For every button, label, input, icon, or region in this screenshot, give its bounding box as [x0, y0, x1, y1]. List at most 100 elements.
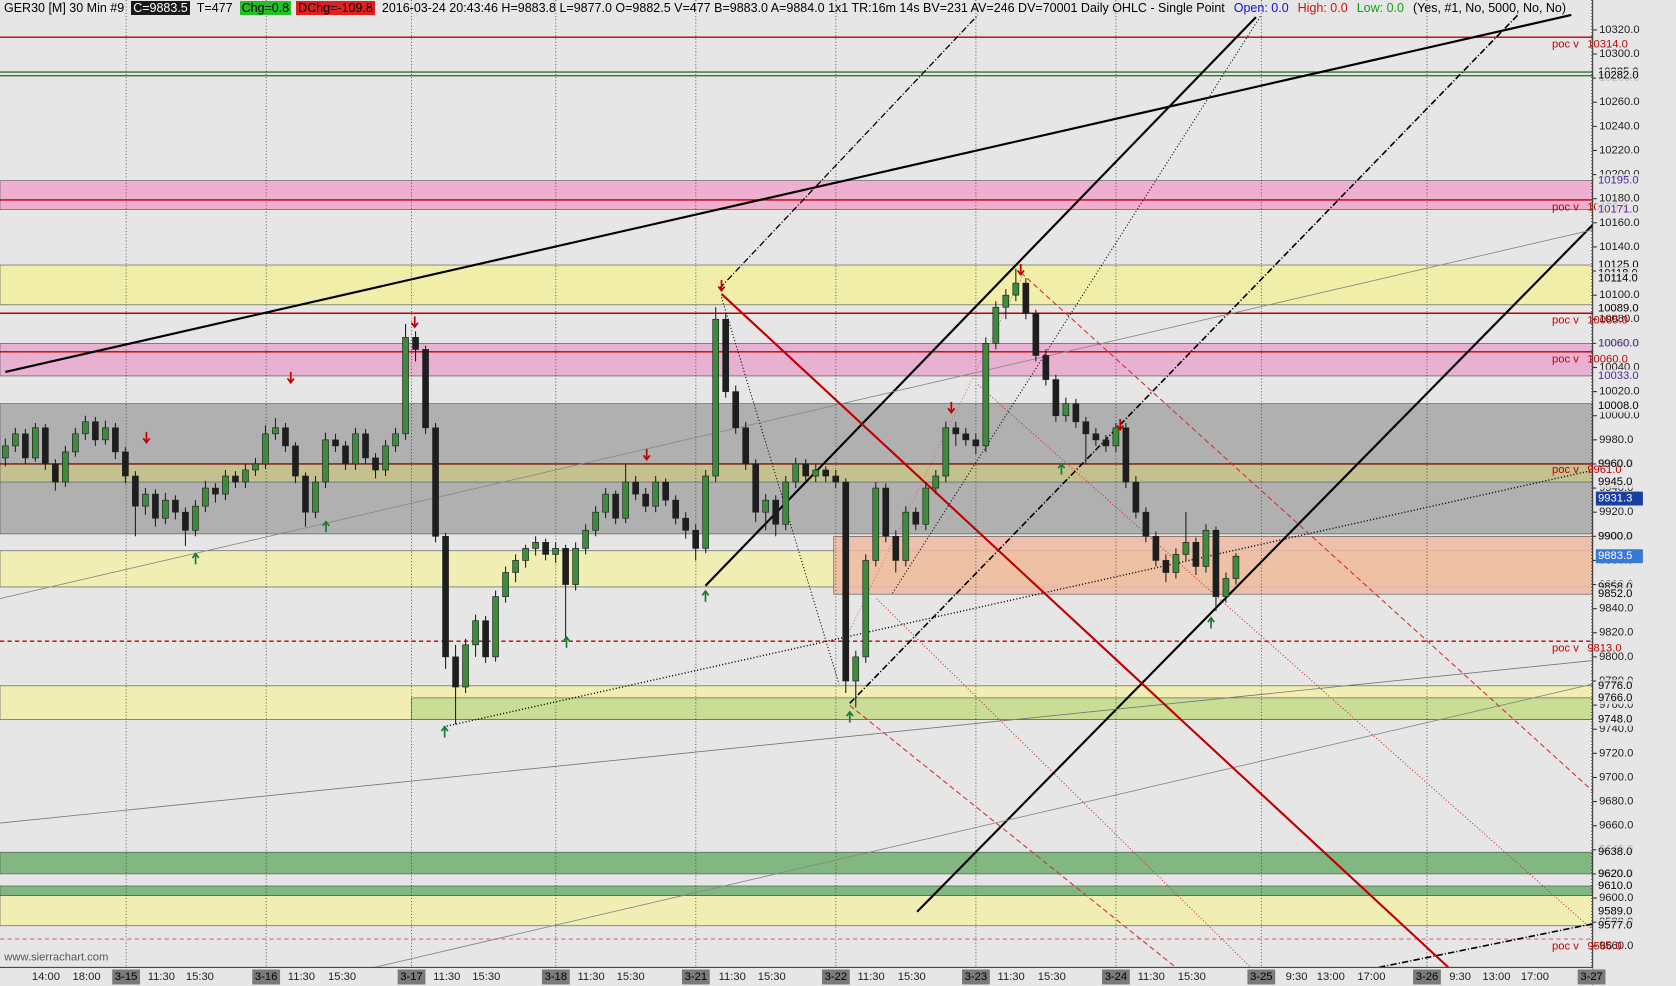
x-tick-label: 3-18	[545, 971, 567, 983]
candle-body	[572, 548, 579, 585]
candle-body	[432, 427, 439, 537]
header-field: DChg=-109.8	[296, 1, 375, 15]
price-label: 9748.0	[1598, 714, 1632, 726]
header-field: C=9883.5	[131, 1, 190, 15]
day-label-box	[1577, 969, 1606, 985]
day-label-box	[1247, 969, 1276, 985]
signal-arrow	[642, 448, 651, 462]
candle-body	[942, 427, 950, 477]
header-field: T=477	[196, 1, 233, 15]
trend-line	[0, 660, 1593, 824]
y-tick-label: 10320.0	[1599, 24, 1640, 36]
price-label-box	[1595, 679, 1643, 693]
candle-body	[232, 475, 239, 483]
x-tick-label: 3-22	[825, 971, 847, 983]
candle-body	[542, 542, 549, 555]
price-label: 10008.0	[1598, 400, 1639, 412]
x-tick-label: 9:30	[1449, 971, 1471, 983]
candle-body	[2, 445, 9, 459]
signal-arrow	[1207, 616, 1215, 629]
poc-prefix: poc v	[1552, 39, 1579, 51]
candle-body	[772, 499, 780, 525]
price-label: 10195.0	[1598, 175, 1639, 187]
candle-body	[1152, 535, 1160, 561]
x-tick-label: 15:30	[186, 971, 214, 983]
price-label: 10033.0	[1598, 370, 1639, 382]
x-tick-label: 15:30	[472, 971, 500, 983]
signal-arrow	[440, 725, 449, 738]
trend-line	[916, 196, 1621, 913]
y-tick-label: 9700.0	[1599, 771, 1633, 783]
candle-body	[822, 469, 830, 477]
price-label-box	[1595, 336, 1643, 350]
y-tick-label: 9820.0	[1599, 627, 1633, 639]
candle-body	[932, 475, 940, 489]
header-field: Low: 0.0	[1356, 1, 1404, 15]
poc-label: 10314.0	[1587, 39, 1628, 51]
candle-body	[952, 427, 960, 435]
y-tick-label: 10260.0	[1599, 96, 1640, 108]
candle-body	[1032, 312, 1040, 356]
candle-body	[442, 535, 449, 658]
poc-prefix: poc v	[1552, 643, 1579, 655]
signal-arrow	[1116, 419, 1125, 432]
candle-body	[382, 445, 389, 471]
trend-line	[720, 293, 1450, 969]
y-tick-label: 9920.0	[1599, 506, 1633, 518]
candle-body	[1132, 481, 1140, 513]
candle-body	[922, 487, 930, 525]
candle-body	[462, 644, 469, 688]
price-label-box	[1595, 879, 1643, 893]
candle-body	[992, 306, 1000, 344]
x-tick-label: 11:30	[1138, 971, 1165, 983]
y-tick-label: 10160.0	[1599, 217, 1640, 229]
candle-body	[262, 433, 269, 465]
signal-arrow	[1016, 264, 1025, 277]
candle-body	[32, 427, 39, 459]
y-tick-label: 10020.0	[1599, 386, 1640, 398]
candle-body	[702, 475, 710, 549]
candle-body	[612, 493, 619, 519]
trend-line	[892, 14, 1262, 594]
poc-label: 10085.0	[1587, 315, 1628, 327]
x-tick-label: 13:00	[1482, 971, 1510, 983]
candle-body	[402, 337, 409, 435]
poc-label: 10060.0	[1587, 353, 1628, 365]
x-tick-label: 9:30	[1286, 971, 1308, 983]
candle-body	[422, 349, 429, 429]
candle-body	[482, 620, 489, 658]
candle-body	[532, 542, 539, 549]
price-label-box	[1595, 174, 1643, 188]
day-label-box	[1102, 969, 1130, 985]
header: GER30 [M] 30 Min #9 C=9883.5 T=477 Chg=0.8 D…	[2, 0, 1573, 16]
x-tick-label: 18:00	[73, 971, 101, 983]
trend-line	[0, 229, 1593, 600]
y-tick-label: 9980.0	[1599, 434, 1633, 446]
candle-body	[92, 421, 99, 441]
price-label: 9931.3	[1598, 493, 1632, 505]
header-field: High: 0.0	[1297, 1, 1348, 15]
x-tick-label: 17:00	[1357, 971, 1385, 983]
candle-body	[652, 481, 659, 507]
day-label-box	[1413, 969, 1441, 985]
x-tick-label: 15:30	[758, 971, 786, 983]
price-label-box	[1595, 475, 1643, 489]
price-label: 9638.0	[1598, 846, 1632, 858]
header-field: (Yes, #1, No, 5000, No, No)	[1412, 1, 1567, 15]
candle-body	[152, 493, 159, 519]
y-tick-label: 9800.0	[1599, 651, 1633, 663]
price-label-box	[1595, 302, 1643, 315]
time-axis	[0, 967, 1593, 986]
price-label: 9883.5	[1598, 550, 1632, 562]
poc-prefix: poc v	[1552, 201, 1579, 213]
candle-body	[972, 439, 980, 447]
candle-body	[192, 505, 199, 531]
header-field: Chg=0.8	[239, 1, 292, 15]
candle-body	[252, 463, 259, 471]
candle-body	[122, 451, 129, 477]
candle-body	[502, 572, 509, 597]
price-label-box	[1595, 713, 1643, 726]
y-tick-label: 10080.0	[1599, 313, 1640, 325]
candle-body	[72, 433, 79, 453]
price-label-box	[1595, 587, 1643, 601]
